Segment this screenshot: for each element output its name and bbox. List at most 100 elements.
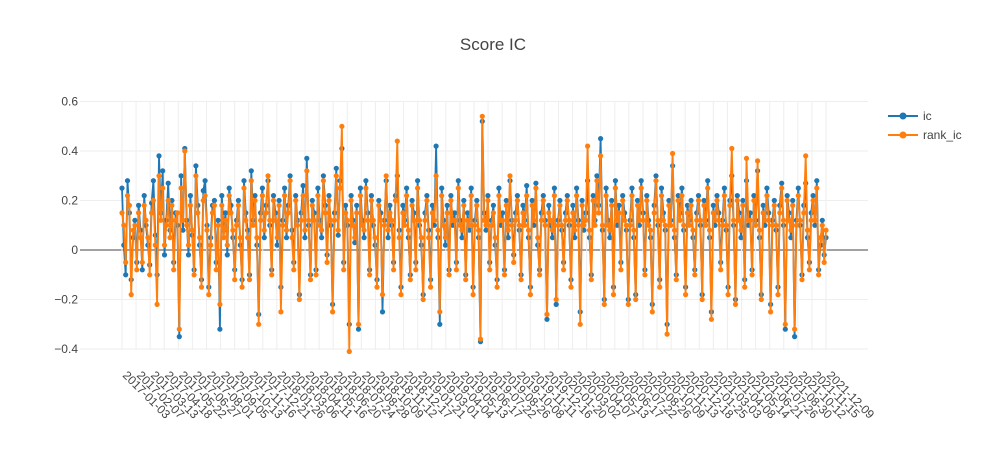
series-point-rank_ic [270, 197, 277, 204]
legend-item-rank_ic[interactable]: rank_ic [888, 128, 962, 142]
series-point-ic [609, 197, 615, 204]
series-point-rank_ic [719, 222, 726, 228]
series-point-ic [219, 193, 225, 199]
series-point-rank_ic [379, 292, 386, 298]
legend-item-ic[interactable]: ic [888, 109, 932, 123]
series-point-rank_ic [718, 267, 724, 273]
series-point-rank_ic [670, 150, 676, 157]
series-point-rank_ic [472, 222, 478, 228]
series-point-ic [215, 217, 221, 223]
series-point-rank_ic [601, 301, 607, 307]
series-point-rank_ic [732, 301, 739, 307]
series-point-ic [455, 178, 461, 184]
series-point-rank_ic [464, 217, 471, 223]
series-point-rank_ic [276, 202, 282, 208]
series-point-rank_ic [381, 222, 387, 228]
series-point-rank_ic [322, 210, 328, 216]
series-point-ic [136, 202, 142, 208]
series-point-rank_ic [695, 197, 702, 204]
series-point-rank_ic [688, 202, 694, 208]
series-point-rank_ic [457, 222, 463, 228]
legend[interactable]: ic rank_ic [888, 109, 962, 142]
series-point-ic [721, 185, 728, 191]
series-point-ic [429, 202, 435, 208]
series-point-rank_ic [187, 202, 193, 208]
series-point-ic [468, 185, 474, 191]
series-point-rank_ic [304, 168, 310, 174]
series-point-ic [404, 185, 410, 191]
series-point-rank_ic [568, 284, 574, 290]
series-point-rank_ic [736, 217, 742, 223]
series-point-rank_ic [489, 222, 495, 228]
series-point-ic [287, 173, 293, 179]
series-point-rank_ic [623, 222, 630, 228]
series-point-rank_ic [254, 235, 260, 241]
series-point-rank_ic [331, 217, 338, 223]
series-point-rank_ic [291, 267, 297, 273]
series-point-rank_ic [707, 227, 713, 233]
series-point-rank_ic [496, 193, 502, 199]
series-point-ic [553, 301, 559, 307]
series-point-rank_ic [509, 222, 515, 228]
series-point-rank_ic [548, 217, 554, 223]
series-point-rank_ic [294, 222, 301, 228]
series-point-rank_ic [213, 267, 219, 273]
series-point-ic [771, 197, 777, 204]
series-point-ic [448, 193, 454, 199]
series-point-rank_ic [328, 217, 334, 223]
series-point-rank_ic [817, 235, 824, 241]
series-point-rank_ic [699, 296, 705, 303]
series-point-rank_ic [555, 222, 561, 228]
series-point-rank_ic [239, 284, 245, 290]
series-point-ic [574, 185, 580, 191]
series-point-rank_ic [655, 217, 661, 223]
series-point-rank_ic [692, 272, 698, 278]
series-point-ic [352, 240, 358, 246]
series-point-ic [705, 178, 711, 184]
series-point-rank_ic [537, 272, 543, 278]
series-point-rank_ic [319, 227, 325, 233]
series-point-rank_ic [721, 193, 728, 199]
series-point-rank_ic [701, 202, 707, 208]
series-point-ic [658, 185, 665, 191]
legend-swatch-marker [899, 131, 907, 139]
series-point-ic [433, 143, 439, 149]
series-point-rank_ic [411, 217, 417, 223]
series-point-rank_ic [429, 210, 435, 216]
series-point-rank_ic [483, 222, 489, 228]
series-point-rank_ic [444, 210, 450, 216]
series-point-rank_ic [256, 321, 262, 327]
series-point-ic [444, 202, 450, 208]
series-point-ic [546, 202, 552, 208]
series-point-rank_ic [435, 227, 441, 233]
series-point-ic [594, 173, 600, 179]
series-point-ic [531, 222, 537, 228]
series-point-ic [283, 235, 290, 241]
series-point-rank_ic [734, 197, 740, 204]
series-point-ic [590, 193, 596, 199]
series-point-rank_ic [161, 242, 168, 248]
y-tick-label: −0.4 [54, 342, 78, 356]
series-point-rank_ic [657, 284, 663, 290]
series-point-rank_ic [819, 222, 825, 228]
series-point-rank_ic [588, 277, 594, 283]
series-point-rank_ic [357, 193, 363, 199]
series-point-rank_ic [771, 202, 777, 208]
y-tick-label: 0.2 [61, 194, 78, 208]
series-point-ic [819, 217, 825, 223]
series-point-rank_ic [424, 197, 430, 204]
series-point-ic [760, 202, 766, 208]
series-point-rank_ic [649, 309, 655, 315]
series-point-ic [252, 193, 258, 199]
series-point-ic [150, 178, 156, 184]
series-point-rank_ic [786, 217, 792, 223]
series-point-rank_ic [703, 222, 709, 228]
series-point-rank_ic [642, 272, 648, 278]
series-point-rank_ic [130, 227, 136, 233]
series-point-rank_ic [481, 217, 487, 223]
series-point-rank_ic [402, 222, 408, 228]
series-point-rank_ic [821, 259, 827, 265]
series-point-rank_ic [463, 277, 469, 283]
series-point-rank_ic [570, 210, 576, 216]
series-point-rank_ic [564, 197, 570, 204]
